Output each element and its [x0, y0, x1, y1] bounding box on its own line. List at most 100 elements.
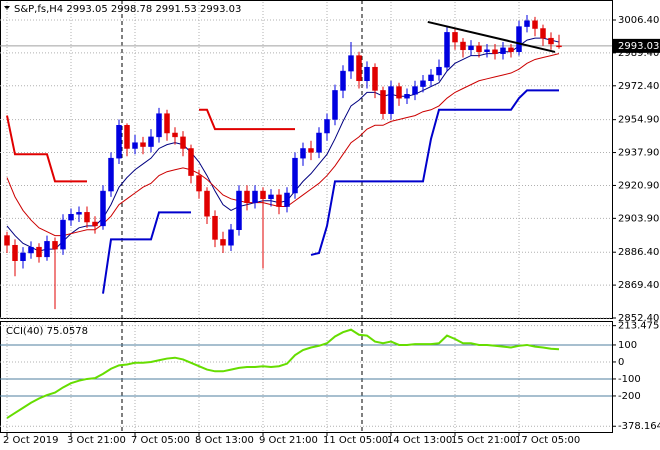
candle-body: [332, 90, 338, 120]
candle-body: [68, 214, 74, 221]
candle-body: [388, 86, 394, 114]
indicator-line: [310, 89, 559, 256]
candle-body: [52, 241, 58, 250]
y-tick-label: 2972.40: [618, 81, 659, 92]
candle-body: [276, 194, 282, 207]
x-tick-label: 9 Oct 21:00: [259, 435, 318, 446]
candle-body: [212, 215, 218, 240]
candle-body: [4, 235, 10, 246]
candle-body: [284, 192, 290, 207]
x-tick-label: 11 Oct 05:00: [323, 435, 388, 446]
y-tick-label: 213.4753: [618, 321, 660, 332]
candle-body: [260, 190, 266, 200]
y-tick-label: -100: [618, 374, 641, 385]
candle-body: [364, 66, 370, 82]
y-tick-label: -200: [618, 391, 641, 402]
candle-body: [404, 94, 410, 99]
price-tag: [612, 38, 660, 53]
candle-body: [124, 125, 130, 149]
candle-body: [60, 219, 66, 250]
cci-header: CCI(40) 75.0578: [6, 326, 88, 337]
candle-body: [420, 80, 426, 87]
candle-body: [100, 190, 106, 227]
x-tick-label: 15 Oct 21:00: [451, 435, 516, 446]
candle-body: [164, 113, 170, 134]
candle-body: [540, 28, 546, 39]
candle-body: [340, 70, 346, 91]
indicator-line: [6, 37, 560, 252]
price-tag-label: 2993.03: [618, 41, 659, 52]
candle-body: [524, 20, 530, 27]
candle-body: [492, 49, 498, 54]
candle-body: [36, 246, 42, 258]
y-tick-label: 2869.40: [618, 280, 659, 291]
x-tick-label: 17 Oct 05:00: [515, 435, 580, 446]
candle-body: [108, 157, 114, 192]
candle-body: [228, 229, 234, 246]
candle-body: [300, 148, 306, 159]
candle-body: [324, 119, 330, 134]
x-tick-label: 2 Oct 2019: [3, 435, 58, 446]
candle-body: [84, 212, 90, 223]
candle-body: [268, 194, 274, 200]
candle-body: [380, 90, 386, 114]
candle-body: [132, 142, 138, 149]
x-tick-label: 3 Oct 21:00: [67, 435, 126, 446]
y-tick-label: 2903.90: [618, 213, 659, 224]
candle-body: [236, 190, 242, 231]
candle-body: [20, 252, 26, 261]
candle-body: [76, 212, 82, 215]
candle-body: [436, 66, 442, 76]
y-tick-label: 2954.90: [618, 115, 659, 126]
candle-body: [196, 175, 202, 192]
y-tick-label: 2937.90: [618, 148, 659, 159]
x-tick-label: 8 Oct 13:00: [195, 435, 254, 446]
candle-body: [188, 148, 194, 176]
candle-body: [292, 157, 298, 194]
candle-body: [412, 86, 418, 95]
trendline: [427, 20, 556, 53]
candle-body: [548, 37, 554, 45]
candle-body: [556, 45, 562, 48]
x-tick-label: 7 Oct 05:00: [131, 435, 190, 446]
candle-body: [252, 190, 258, 203]
indicator-line: [199, 108, 295, 131]
low: 2991.53: [155, 4, 196, 15]
candle-body: [220, 239, 226, 246]
cci-title: CCI(40): [6, 326, 44, 337]
candle-body: [348, 55, 354, 72]
candle-body: [468, 45, 474, 51]
y-tick-label: -378.1644: [618, 421, 660, 432]
candle-body: [244, 190, 250, 203]
candle-body: [156, 113, 162, 138]
candle-body: [428, 74, 434, 82]
cci-line: [6, 328, 560, 419]
candle-body: [356, 55, 362, 82]
open: 2993.05: [66, 4, 107, 15]
candle-body: [444, 32, 450, 68]
candle-body: [460, 41, 466, 51]
candle-body: [508, 47, 514, 52]
candle-body: [28, 246, 34, 254]
y-tick-label: 2989.40: [618, 48, 659, 59]
y-tick-label: 0: [618, 357, 624, 368]
candle-body: [516, 26, 522, 52]
cci-value: 75.0578: [47, 326, 88, 337]
y-tick-label: 2886.40: [618, 247, 659, 258]
plot-frame: [0, 321, 613, 433]
y-tick-label: 100: [618, 340, 637, 351]
indicator-line: [102, 211, 191, 294]
candle-body: [500, 47, 506, 54]
close: 2993.03: [200, 4, 241, 15]
candle-body: [484, 49, 490, 52]
candle-body: [172, 132, 178, 138]
candle-body: [44, 241, 50, 258]
candle-body: [92, 221, 98, 227]
candle-body: [372, 66, 378, 91]
y-tick-label: 3006.40: [618, 15, 659, 26]
indicator-line: [6, 115, 87, 183]
candle-body: [396, 86, 402, 99]
chart-header: S&P,fs,H4 2993.05 2998.78 2991.53 2993.0…: [14, 4, 241, 15]
